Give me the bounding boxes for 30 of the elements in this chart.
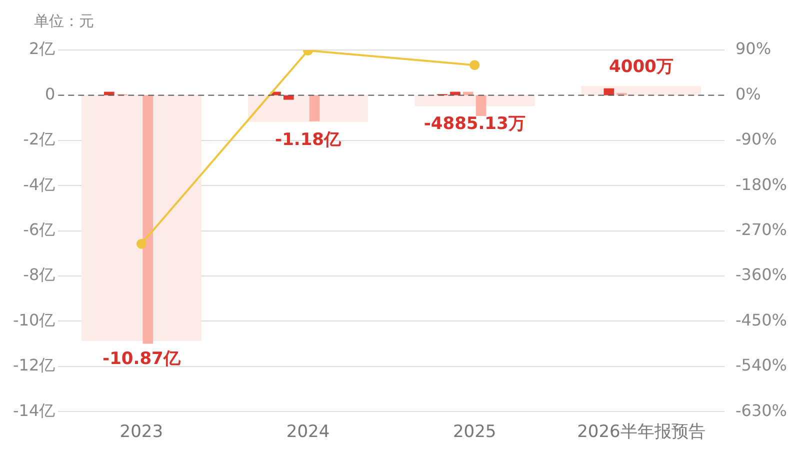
- y2-tick-label: -270%: [735, 220, 787, 239]
- x-tick-label: 2024: [286, 422, 330, 442]
- y2-tick-label: -180%: [735, 174, 787, 194]
- y-tick-label: -2亿: [23, 130, 56, 149]
- y2-tick-label: -540%: [735, 356, 787, 375]
- y-tick-label: -6亿: [23, 220, 56, 239]
- x-tick-label: 2025: [452, 422, 496, 442]
- y2-tick-label: -90%: [735, 130, 777, 149]
- annotation: 4000万: [609, 57, 674, 78]
- y-axis-title: 单位：元: [34, 12, 94, 31]
- x-tick-label: 2023: [120, 422, 164, 442]
- annotation: -10.87亿: [102, 348, 182, 369]
- y-tick-label: 2亿: [28, 39, 56, 58]
- y2-tick-label: -630%: [735, 400, 787, 420]
- y-tick-label: -14亿: [12, 400, 56, 420]
- y2-tick-label: -360%: [735, 265, 787, 284]
- bar: [309, 95, 320, 122]
- x-tick-label: 2026半年报预告: [577, 422, 706, 442]
- annotation: -1.18亿: [275, 130, 342, 150]
- y2-tick-label: -450%: [735, 310, 787, 330]
- y-tick-label: -12亿: [12, 356, 56, 375]
- bar: [142, 95, 154, 344]
- y2-tick-label: 90%: [735, 39, 772, 58]
- y-tick-label: -10亿: [12, 310, 56, 330]
- y-tick-label: 0: [44, 84, 56, 104]
- y-tick-label: -8亿: [23, 265, 56, 284]
- bar: [476, 95, 486, 116]
- y-tick-label: -4亿: [23, 174, 56, 194]
- annotation: -4885.13万: [424, 114, 526, 134]
- y2-tick-label: 0%: [735, 84, 761, 104]
